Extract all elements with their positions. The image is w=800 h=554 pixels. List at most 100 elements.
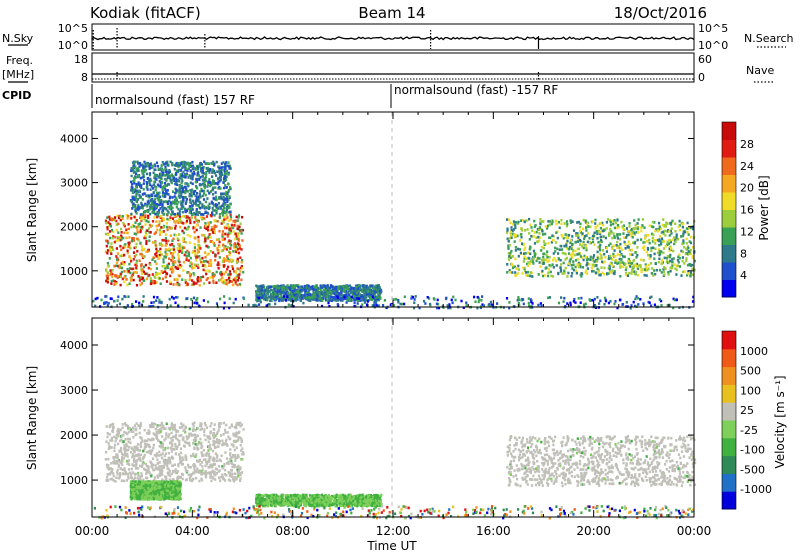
- heatmap-cell: [237, 232, 240, 235]
- heatmap-cell: [221, 249, 224, 253]
- heatmap-cell: [625, 236, 628, 239]
- heatmap-cell: [220, 172, 223, 175]
- heatmap-cell: [514, 246, 517, 249]
- heatmap-cell: [219, 207, 222, 210]
- heatmap-cell: [232, 226, 235, 230]
- heatmap-cell: [229, 229, 232, 233]
- heatmap-cell: [621, 261, 624, 264]
- heatmap-cell: [287, 292, 290, 295]
- heatmap-cell: [227, 478, 231, 482]
- heatmap-cell: [362, 297, 365, 301]
- heatmap-cell: [552, 266, 555, 269]
- heatmap-cell: [211, 182, 214, 185]
- heatmap-cell: [343, 288, 346, 291]
- heatmap-cell: [677, 225, 680, 229]
- heatmap-cell: [536, 256, 540, 260]
- heatmap-cell: [214, 446, 217, 450]
- heatmap-cell: [232, 219, 235, 223]
- heatmap-cell: [213, 244, 216, 247]
- heatmap-cell: [207, 436, 210, 440]
- heatmap-cell: [533, 219, 536, 223]
- heatmap-cell: [192, 166, 195, 169]
- heatmap-cell: [659, 227, 663, 230]
- heatmap-cell: [644, 266, 647, 270]
- heatmap-cell: [642, 241, 645, 244]
- heatmap-cell: [552, 252, 555, 255]
- heatmap-cell: [278, 298, 281, 301]
- heatmap-cell: [628, 263, 631, 267]
- heatmap-cell: [145, 240, 148, 243]
- heatmap-cell: [358, 293, 361, 296]
- heatmap-cell: [334, 293, 337, 297]
- heatmap-cell: [654, 272, 657, 276]
- heatmap-cell: [585, 272, 589, 275]
- heatmap-cell: [509, 270, 512, 274]
- heatmap-cell: [604, 299, 608, 303]
- heatmap-cell: [557, 257, 560, 260]
- heatmap-cell: [156, 453, 159, 457]
- heatmap-cell: [159, 216, 162, 219]
- heatmap-cell: [593, 263, 596, 267]
- heatmap-cell: [143, 453, 146, 457]
- heatmap-cell: [106, 271, 110, 275]
- heatmap-cell: [120, 234, 123, 238]
- heatmap-cell: [481, 295, 484, 298]
- heatmap-cell: [656, 238, 659, 242]
- heatmap-cell: [151, 273, 154, 276]
- heatmap-cell: [678, 306, 681, 309]
- heatmap-cell: [160, 446, 163, 449]
- heatmap-cell: [188, 476, 191, 480]
- heatmap-cell: [226, 255, 229, 258]
- heatmap-cell: [201, 468, 204, 472]
- heatmap-cell: [188, 205, 191, 208]
- heatmap-cell: [100, 298, 103, 302]
- heatmap-cell: [191, 251, 194, 254]
- heatmap-cell: [191, 199, 194, 203]
- heatmap-cell: [155, 452, 158, 455]
- heatmap-cell: [135, 422, 138, 425]
- heatmap-cell: [123, 295, 126, 298]
- heatmap-cell: [149, 212, 152, 216]
- heatmap-cell: [564, 233, 567, 236]
- heatmap-cell: [149, 424, 152, 427]
- heatmap-cell: [560, 248, 564, 251]
- heatmap-cell: [139, 163, 142, 167]
- heatmap-cell: [293, 294, 296, 297]
- heatmap-cell: [574, 241, 577, 244]
- heatmap-cell: [650, 304, 653, 307]
- heatmap-cell: [221, 211, 224, 215]
- cpid-segment-2: normalsound (fast) -157 RF: [394, 83, 558, 97]
- heatmap-cell: [94, 297, 97, 301]
- heatmap-cell: [568, 245, 571, 249]
- heatmap-cell: [616, 226, 619, 230]
- heatmap-cell: [579, 273, 582, 277]
- heatmap-cell: [199, 162, 202, 165]
- heatmap-cell: [171, 271, 174, 274]
- heatmap-cell: [137, 474, 140, 477]
- heatmap-cell: [154, 188, 157, 192]
- heatmap-cell: [211, 213, 214, 216]
- heatmap-cell: [175, 179, 178, 183]
- heatmap-cell: [208, 263, 211, 267]
- heatmap-cell: [234, 434, 237, 438]
- heatmap-cell: [306, 291, 309, 295]
- heatmap-cell: [137, 183, 140, 186]
- heatmap-cell: [227, 171, 230, 175]
- heatmap-cell: [542, 233, 545, 236]
- heatmap-cell: [155, 206, 158, 210]
- heatmap-cell: [218, 240, 221, 244]
- heatmap-cell: [202, 275, 205, 279]
- heatmap-cell: [539, 302, 542, 305]
- heatmap-cell: [236, 247, 240, 251]
- heatmap-cell: [344, 293, 348, 296]
- heatmap-cell: [657, 229, 660, 233]
- heatmap-cell: [376, 299, 379, 302]
- heatmap-cell: [413, 301, 416, 304]
- heatmap-cell: [180, 186, 183, 190]
- heatmap-cell: [161, 244, 164, 247]
- heatmap-cell: [207, 252, 210, 256]
- heatmap-cell: [107, 221, 110, 224]
- heatmap-cell: [141, 276, 145, 280]
- heatmap-cell: [650, 246, 653, 250]
- heatmap-cell: [141, 172, 144, 175]
